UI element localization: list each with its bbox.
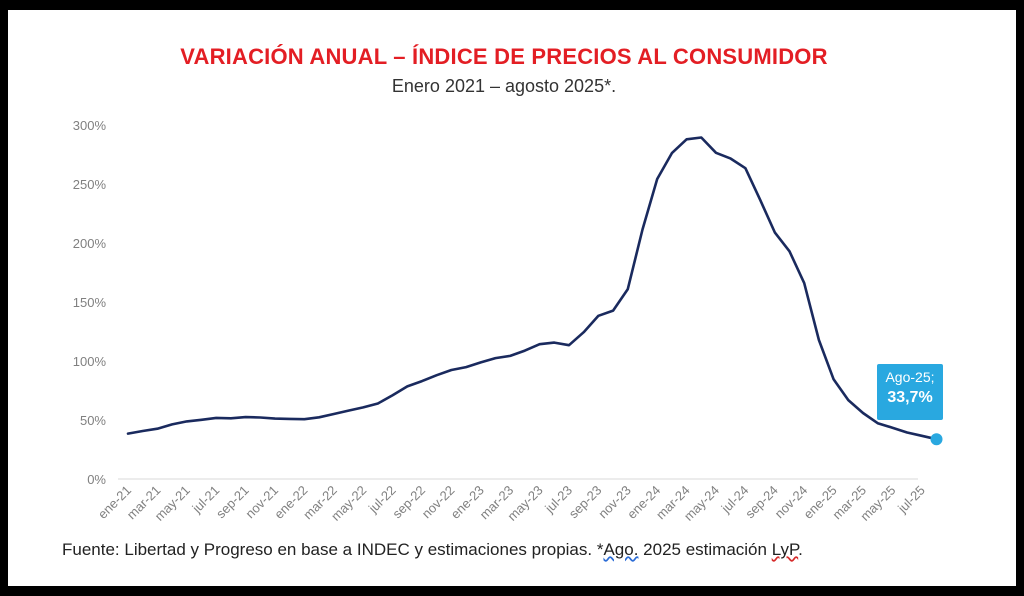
x-tick-label: jul-25 bbox=[894, 483, 928, 517]
callout-label: Ago-25; bbox=[885, 369, 935, 385]
y-axis: 0% 50% 100% 150% 200% 250% 300% bbox=[73, 118, 107, 487]
y-tick-label: 300% bbox=[73, 118, 107, 133]
source-ago: Ago. bbox=[603, 540, 639, 559]
x-axis: ene-21mar-21may-21jul-21sep-21nov-21ene-… bbox=[95, 478, 928, 524]
series-line-ipc bbox=[126, 136, 938, 441]
chart-subtitle: Enero 2021 – agosto 2025*. bbox=[391, 76, 617, 96]
source-lyp: LyP bbox=[771, 540, 799, 559]
y-tick-label: 150% bbox=[73, 295, 107, 310]
chart-title: VARIACIÓN ANUAL – ÍNDICE DE PRECIOS AL C… bbox=[180, 44, 828, 69]
y-tick-label: 250% bbox=[73, 177, 107, 192]
y-tick-label: 50% bbox=[80, 413, 106, 428]
source-text-2: 2025 estimación bbox=[638, 540, 772, 559]
callout-value: 33,7% bbox=[887, 389, 933, 406]
y-tick-label: 200% bbox=[73, 236, 107, 251]
last-point-marker bbox=[930, 433, 943, 446]
chart-panel bbox=[8, 10, 1016, 586]
last-value-callout: Ago-25; 33,7% bbox=[877, 364, 943, 420]
y-tick-label: 0% bbox=[87, 472, 106, 487]
source-note: Fuente: Libertad y Progreso en base a IN… bbox=[62, 540, 803, 560]
y-tick-label: 100% bbox=[73, 354, 107, 369]
source-text: Fuente: Libertad y Progreso en base a IN… bbox=[62, 540, 604, 559]
source-dot: . bbox=[798, 540, 803, 559]
